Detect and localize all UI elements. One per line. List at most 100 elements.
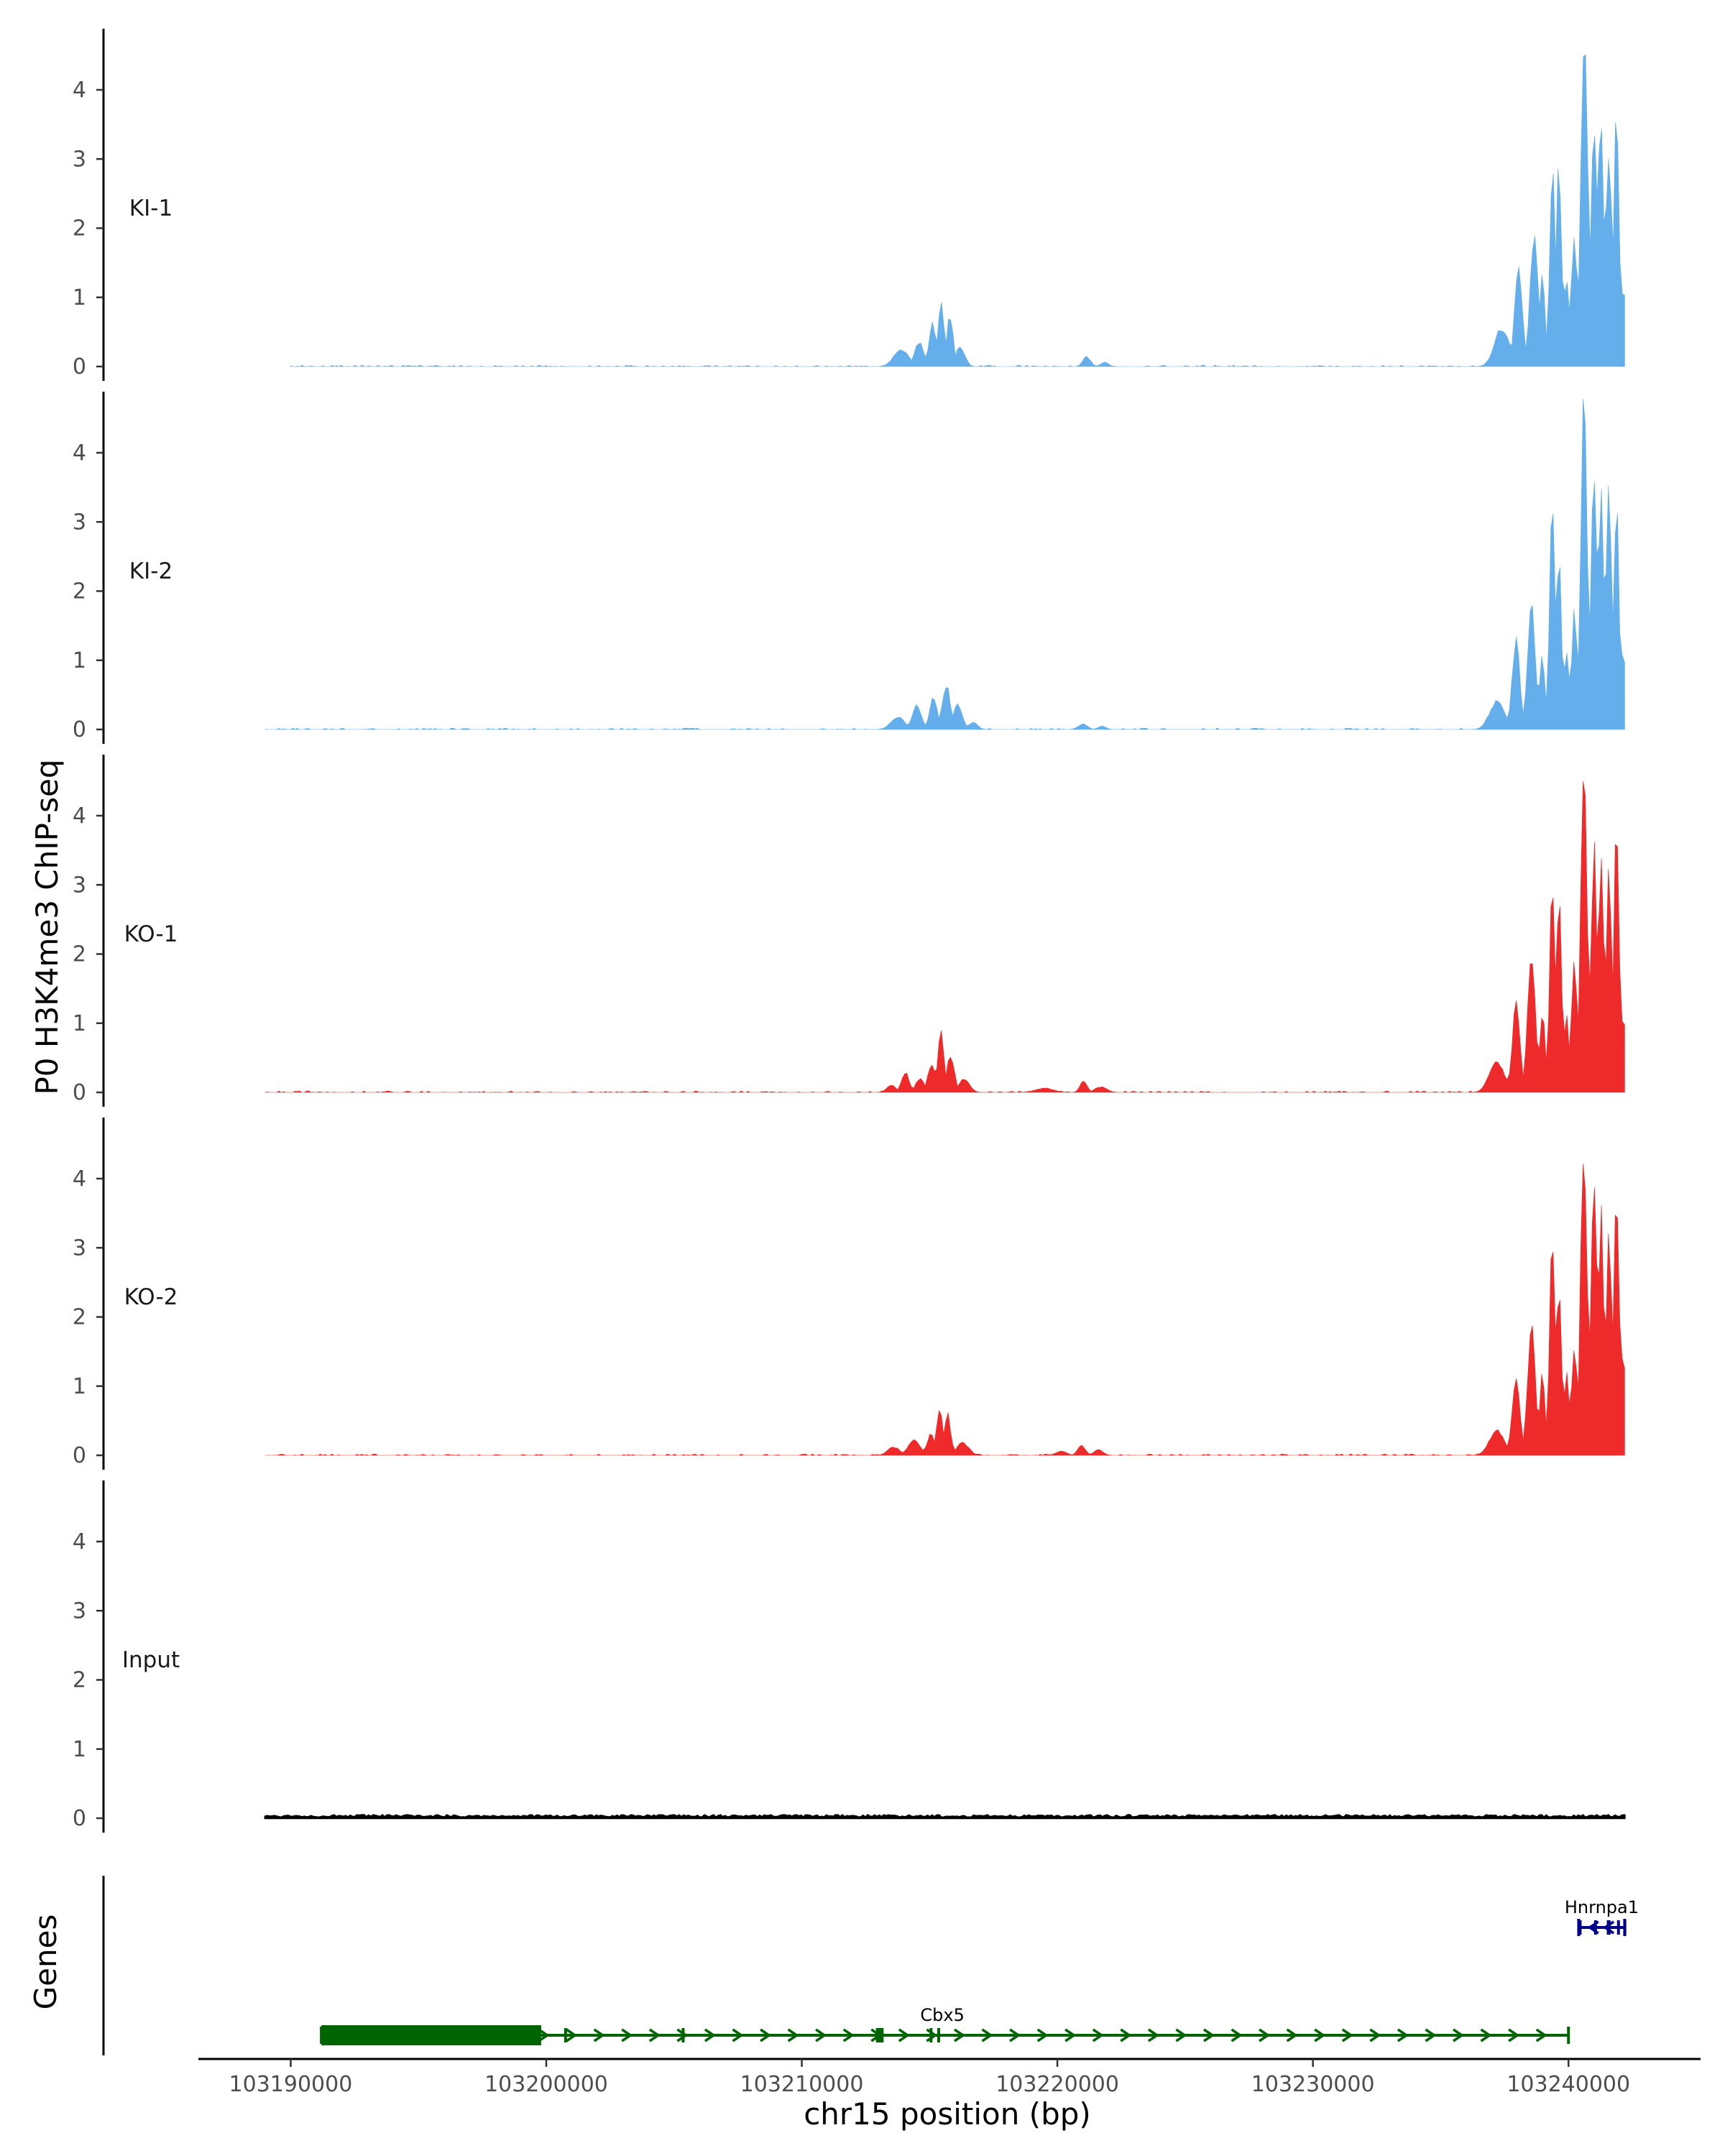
x-tick-label: 103210000 — [740, 2072, 864, 2097]
y-tick-label: 3 — [73, 1598, 86, 1623]
strand-arrow — [1064, 2028, 1077, 2042]
coverage-area — [264, 781, 1625, 1093]
strand-arrow — [1147, 2028, 1160, 2042]
x-tick-label: 103190000 — [229, 2072, 353, 2097]
y-tick-label: 2 — [73, 216, 86, 241]
genes-axis-title: Genes — [28, 1915, 63, 2010]
y-tick-label: 0 — [73, 354, 86, 379]
strand-arrow — [815, 2028, 827, 2042]
exon — [1606, 1920, 1611, 1935]
y-tick-label: 2 — [73, 1305, 86, 1330]
exon — [875, 2028, 884, 2042]
y-tick-label: 1 — [73, 1374, 86, 1399]
strand-arrow — [1286, 2028, 1298, 2042]
track-label: Input — [122, 1647, 180, 1673]
x-tick-label: 103220000 — [995, 2072, 1119, 2097]
exon — [1616, 1920, 1620, 1935]
strand-arrow — [1175, 2028, 1187, 2042]
track-label: KO-1 — [124, 921, 178, 947]
y-tick-label: 1 — [73, 648, 86, 673]
track-ki-1: 0 1 2 3 4 KI-1 — [73, 29, 1625, 381]
exon — [929, 2028, 933, 2042]
exon — [1623, 1920, 1627, 1935]
strand-arrow — [1230, 2028, 1243, 2042]
exon — [681, 2028, 685, 2042]
strand-arrow — [953, 2028, 966, 2042]
strand-arrow — [1202, 2028, 1215, 2042]
y-tick-label: 1 — [73, 1737, 86, 1762]
y-axis-title: P0 H3K4me3 ChIP-seq — [29, 759, 65, 1095]
strand-arrow — [732, 2028, 744, 2042]
gene-hnrnpa1: Hnrnpa1 — [1565, 1897, 1639, 1936]
strand-arrow — [1092, 2028, 1104, 2042]
x-tick-label: 103230000 — [1251, 2072, 1375, 2097]
y-tick-label: 3 — [73, 1235, 86, 1261]
strand-arrow — [898, 2028, 910, 2042]
y-tick-label: 4 — [73, 803, 86, 829]
track-ko-1: 0 1 2 3 4 KO-1 — [73, 755, 1625, 1107]
track-input: 0 1 2 3 4 Input — [73, 1480, 1626, 1833]
y-tick-label: 4 — [73, 78, 86, 103]
y-tick-label: 1 — [73, 285, 86, 310]
strand-arrow — [1453, 2028, 1465, 2042]
gene-label: Hnrnpa1 — [1565, 1897, 1639, 1917]
gene-annotation-panel: Cbx5 Hnrnpa1 — [102, 1876, 1639, 2055]
coverage-area — [264, 1164, 1625, 1456]
strand-arrow — [1425, 2028, 1437, 2042]
strand-arrow — [1602, 1920, 1615, 1935]
gene-cbx5: Cbx5 — [320, 2005, 1570, 2045]
strand-arrow — [538, 2028, 550, 2042]
strand-arrow — [760, 2028, 772, 2042]
y-tick-label: 4 — [73, 441, 86, 466]
strand-arrow — [1120, 2028, 1132, 2042]
coverage-area — [264, 1813, 1626, 1820]
y-tick-label: 2 — [73, 579, 86, 604]
exon — [1593, 1920, 1597, 1935]
strand-arrow — [593, 2028, 605, 2042]
strand-arrow — [676, 2028, 689, 2042]
strand-arrow — [704, 2028, 717, 2042]
y-tick-label: 4 — [73, 1166, 86, 1192]
x-tick-label: 103200000 — [484, 2072, 608, 2097]
track-ki-2: 0 1 2 3 4 KI-2 — [73, 392, 1625, 744]
y-tick-label: 3 — [73, 147, 86, 172]
strand-arrow — [1314, 2028, 1326, 2042]
track-label: KI-1 — [129, 195, 172, 221]
strand-arrow — [621, 2028, 633, 2042]
x-tick-label: 103240000 — [1506, 2072, 1630, 2097]
coverage-area — [290, 54, 1625, 367]
y-tick-label: 3 — [73, 872, 86, 898]
track-ko-2: 0 1 2 3 4 KO-2 — [73, 1118, 1625, 1470]
y-tick-label: 3 — [73, 510, 86, 535]
strand-arrow — [1259, 2028, 1271, 2042]
x-axis-title: chr15 position (bp) — [804, 2096, 1091, 2132]
exon — [564, 2028, 567, 2042]
coverage-area — [264, 399, 1625, 730]
y-tick-label: 1 — [73, 1011, 86, 1036]
exon — [321, 2025, 541, 2045]
y-tick-label: 0 — [73, 717, 86, 742]
strand-arrow — [1535, 2028, 1547, 2042]
strand-arrow — [1397, 2028, 1409, 2042]
strand-arrow — [1508, 2028, 1520, 2042]
strand-arrow — [566, 2028, 578, 2042]
strand-arrow — [787, 2028, 799, 2042]
strand-arrow — [1036, 2028, 1049, 2042]
track-label: KI-2 — [129, 558, 172, 584]
track-label: KO-2 — [124, 1284, 178, 1310]
strand-arrow — [1009, 2028, 1021, 2042]
strand-arrow — [1480, 2028, 1492, 2042]
y-tick-label: 4 — [73, 1529, 86, 1554]
y-tick-label: 2 — [73, 1668, 86, 1693]
coverage-tracks: 0 1 2 3 4 KI-1 0 1 2 3 4 KI-2 0 1 2 3 4 KO-1 0 1 2 3 4 KO-2 0 1 2 3… — [73, 29, 1626, 1833]
y-tick-label: 0 — [73, 1806, 86, 1831]
strand-arrow — [981, 2028, 993, 2042]
strand-arrow — [842, 2028, 855, 2042]
y-tick-label: 0 — [73, 1443, 86, 1468]
gene-label: Cbx5 — [920, 2005, 964, 2025]
strand-arrow — [1369, 2028, 1381, 2042]
x-axis: 103190000 103200000 103210000 103220000 1032… — [198, 2058, 1701, 2097]
exon — [937, 2028, 940, 2042]
strand-arrow — [1341, 2028, 1353, 2042]
